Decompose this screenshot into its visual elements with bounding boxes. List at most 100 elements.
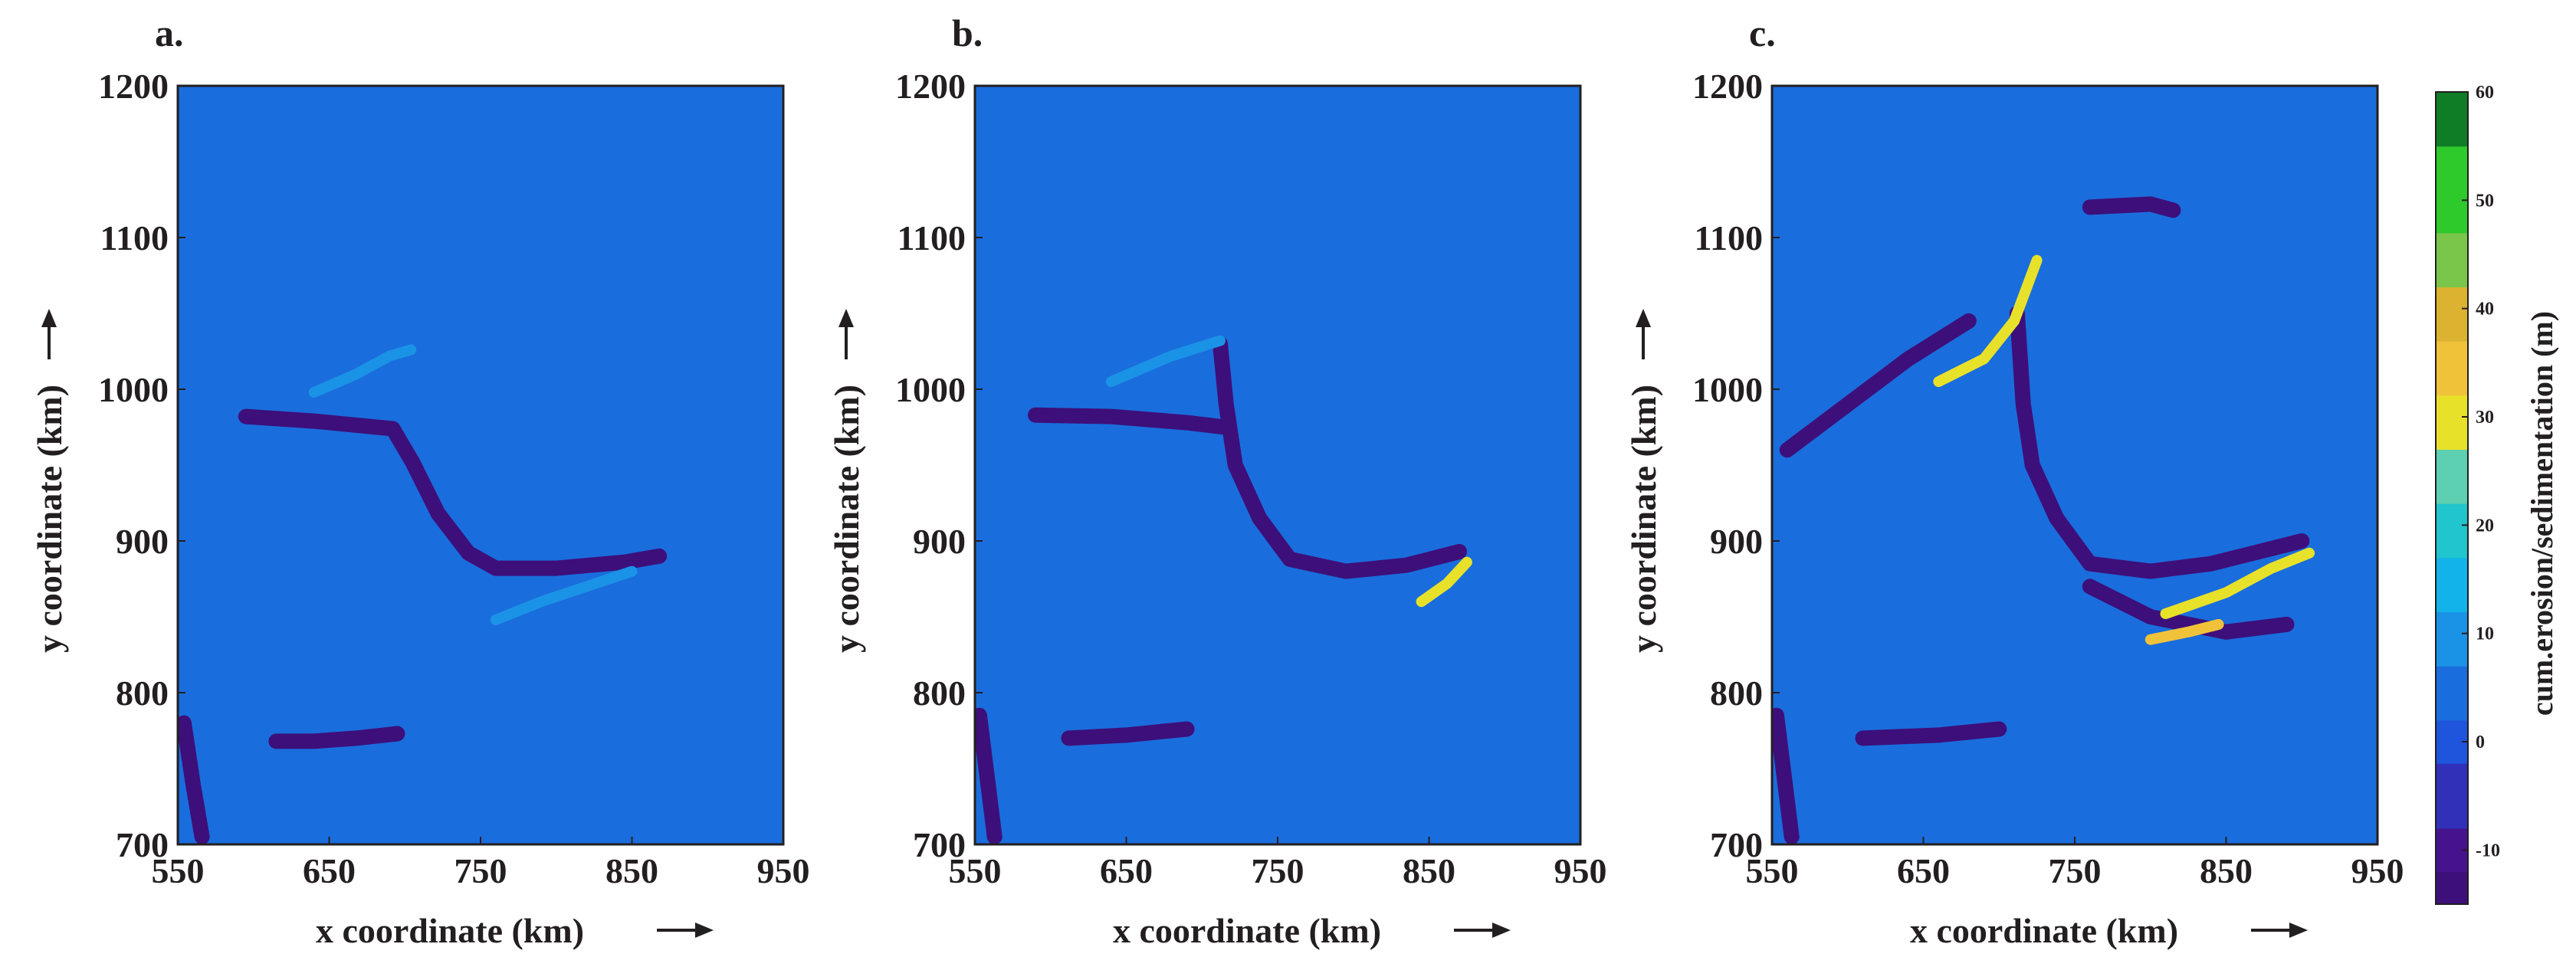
y-tick-label: 1200 <box>895 67 966 106</box>
y-tick-label: 900 <box>1710 522 1763 561</box>
colorbar-segment <box>2436 644 2468 656</box>
y-arrow-head-icon <box>41 309 57 327</box>
deposition-bar <box>1933 254 2043 388</box>
colorbar-segment <box>2436 276 2468 287</box>
colorbar-segment <box>2436 677 2468 688</box>
colorbar-title: cum.erosion/sedimentation (m) <box>2525 311 2559 716</box>
colorbar-segment <box>2436 860 2468 873</box>
colorbar-segment <box>2436 384 2468 396</box>
y-tick-label: 1000 <box>98 370 169 409</box>
panel-3: c. 550 650 750 850 950 700 800 900 1000 1100 1200 x … <box>1624 11 2404 950</box>
y-tick-label: 800 <box>1710 674 1763 713</box>
y-tick-label: 700 <box>913 825 966 864</box>
x-tick-label: 650 <box>1897 851 1950 890</box>
colorbar-tick-label: 10 <box>2476 624 2494 644</box>
colorbar-segment <box>2436 135 2468 147</box>
colorbar-tick-label: 20 <box>2476 516 2494 536</box>
colorbar-segment <box>2436 654 2468 667</box>
x-tick-label: 950 <box>1554 851 1607 890</box>
erosion-channel <box>2009 306 2310 579</box>
x-axis-title: x coordinate (km) <box>1910 911 2178 950</box>
x-arrow-head-icon <box>695 923 714 938</box>
erosion-channel <box>178 715 210 844</box>
deposition-bar <box>1416 556 1472 608</box>
colorbar-segment <box>2436 590 2468 601</box>
colorbar-tick-label: 0 <box>2476 733 2485 752</box>
y-tick-label: 900 <box>116 522 169 561</box>
erosion-channel <box>1028 407 1232 435</box>
colorbar-tick-label: 50 <box>2476 191 2494 211</box>
colorbar-segment <box>2436 850 2468 862</box>
heatmap-field <box>178 86 783 844</box>
y-tick-label: 1000 <box>895 370 966 409</box>
colorbar-segment <box>2436 742 2468 753</box>
colorbar-segment <box>2436 287 2468 299</box>
colorbar-segment <box>2436 579 2468 591</box>
colorbar-segment <box>2436 882 2468 894</box>
x-tick-label: 750 <box>2049 851 2102 890</box>
x-arrow-head-icon <box>1492 923 1511 938</box>
colorbar-segment <box>2436 817 2468 829</box>
colorbar-segment <box>2436 373 2468 385</box>
colorbar-segment <box>2436 709 2468 721</box>
colorbar-segment <box>2436 329 2468 342</box>
colorbar-segment <box>2436 557 2468 569</box>
colorbar-segment <box>2436 601 2468 612</box>
colorbar-segment <box>2436 189 2468 201</box>
y-axis-title: y coordinate (km) <box>1624 385 1663 653</box>
colorbar: -10 0 10 20 30 40 50 60 cum.erosion/sedimentatio… <box>2435 83 2559 905</box>
colorbar-segment <box>2436 568 2468 580</box>
y-tick-label: 1200 <box>98 67 169 106</box>
colorbar-segment <box>2436 536 2468 548</box>
erosion-channel <box>238 408 668 576</box>
colorbar-tick-label: 60 <box>2476 83 2494 103</box>
x-tick-label: 850 <box>605 851 658 890</box>
colorbar-segment <box>2436 211 2468 223</box>
erosion-channel <box>2082 578 2295 640</box>
heatmap-field <box>975 86 1580 844</box>
colorbar-segment <box>2436 319 2468 331</box>
panel-label: b. <box>952 11 983 54</box>
y-tick-label: 800 <box>116 674 169 713</box>
colorbar-segment <box>2436 395 2468 407</box>
y-tick-label: 1100 <box>1695 218 1763 257</box>
colorbar-segment <box>2436 774 2468 786</box>
erosion-channel <box>1061 721 1195 746</box>
colorbar-tick-label: -10 <box>2476 841 2500 860</box>
heatmap-background <box>975 86 1580 844</box>
colorbar-segment <box>2436 525 2468 537</box>
deposition-bar <box>490 565 638 625</box>
colorbar-segment <box>2436 795 2468 808</box>
y-tick-label: 700 <box>116 825 169 864</box>
colorbar-segment <box>2436 546 2468 559</box>
colorbar-segment <box>2436 221 2468 234</box>
x-tick-label: 950 <box>757 851 810 890</box>
colorbar-segment <box>2436 362 2468 375</box>
panel-1: a. 550 650 750 850 950 700 800 900 1000 1100 1200 x … <box>30 11 810 950</box>
x-tick-label: 650 <box>303 851 356 890</box>
colorbar-segment <box>2436 611 2468 624</box>
heatmap-background <box>178 86 783 844</box>
colorbar-segment <box>2436 92 2468 103</box>
colorbar-segment <box>2436 460 2468 472</box>
colorbar-segment <box>2436 470 2468 483</box>
colorbar-segment <box>2436 308 2468 320</box>
y-arrow-head-icon <box>838 309 854 327</box>
x-tick-label: 850 <box>2200 851 2253 890</box>
colorbar-segment <box>2436 232 2468 244</box>
panel-label: c. <box>1749 11 1776 54</box>
colorbar-segment <box>2436 806 2468 818</box>
colorbar-segment <box>2436 730 2468 742</box>
colorbar-segment <box>2436 156 2468 169</box>
heatmap-background <box>1772 86 2377 844</box>
y-axis-title: y coordinate (km) <box>827 385 866 653</box>
x-tick-label: 750 <box>454 851 507 890</box>
x-tick-label: 550 <box>949 851 1002 890</box>
colorbar-segment <box>2436 633 2468 645</box>
deposition-bar <box>2144 618 2224 645</box>
colorbar-segment <box>2436 297 2468 310</box>
colorbar-segment <box>2436 341 2468 352</box>
colorbar-segment <box>2436 719 2468 732</box>
colorbar-segment <box>2436 405 2468 418</box>
y-tick-label: 900 <box>913 522 966 561</box>
